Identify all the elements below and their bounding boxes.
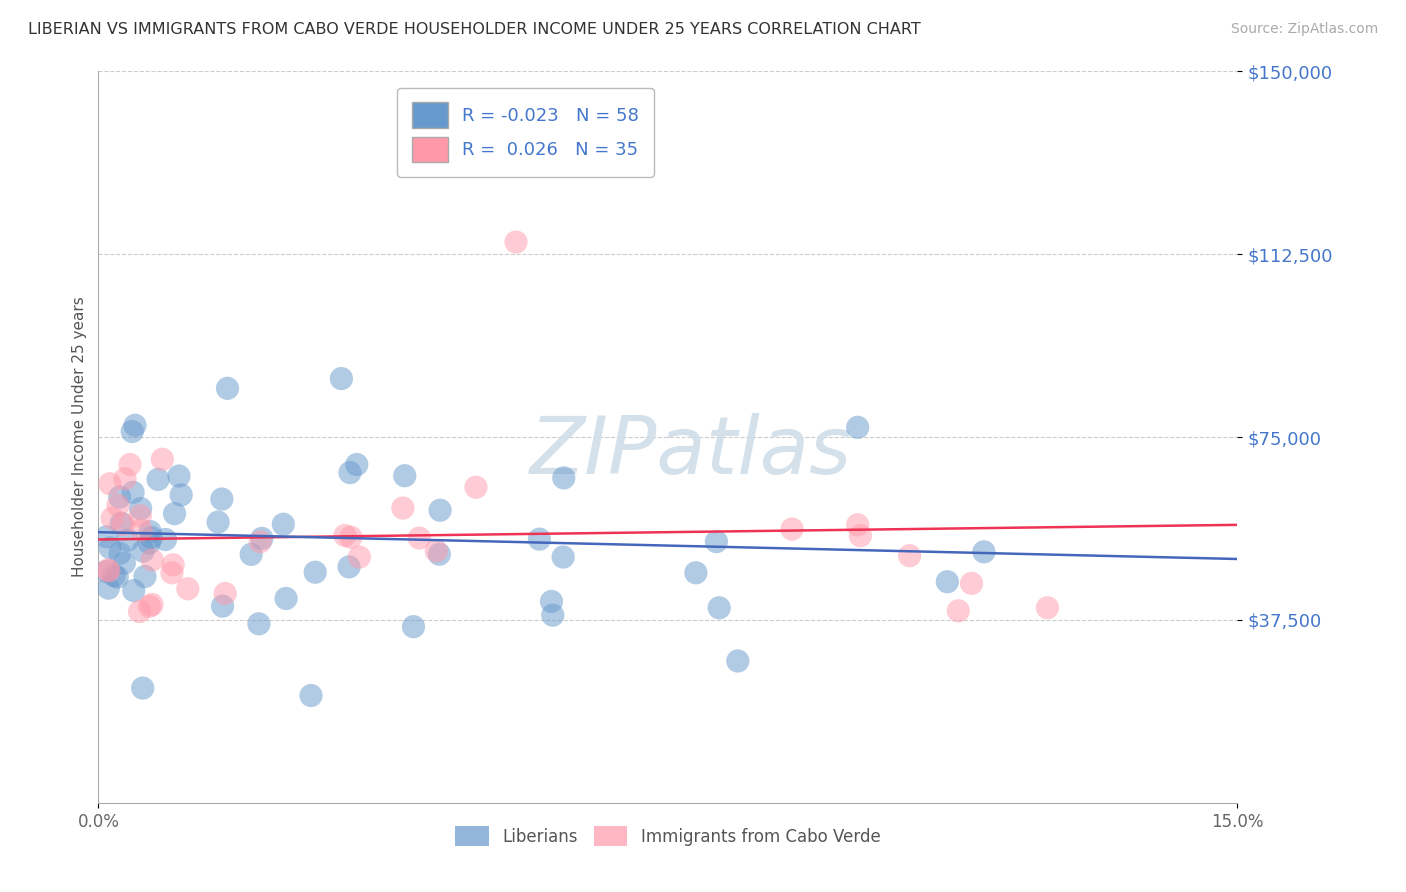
Point [96, 565, 118, 579]
Point [146, 472, 169, 486]
Point [163, 507, 186, 521]
Point [429, 503, 451, 517]
Point [846, 517, 869, 532]
Point [707, 600, 730, 615]
Point [122, 583, 145, 598]
Point [108, 490, 131, 504]
Point [114, 472, 136, 486]
Point [685, 566, 707, 580]
Point [129, 501, 152, 516]
Point [97, 563, 120, 577]
Point [97, 581, 120, 595]
Text: Source: ZipAtlas.com: Source: ZipAtlas.com [1230, 22, 1378, 37]
Point [425, 544, 447, 558]
Point [132, 544, 155, 558]
Point [846, 420, 869, 434]
Text: ZIPatlas: ZIPatlas [530, 413, 852, 491]
Point [131, 681, 153, 695]
Point [138, 599, 160, 614]
Point [155, 533, 177, 547]
Point [101, 511, 124, 525]
Point [247, 616, 270, 631]
Point [110, 516, 132, 531]
Point [849, 529, 872, 543]
Point [141, 531, 163, 545]
Point [349, 550, 371, 565]
Point [402, 620, 425, 634]
Point [408, 531, 430, 545]
Point [138, 536, 160, 550]
Point [346, 458, 368, 472]
Point [207, 515, 229, 529]
Point [150, 452, 173, 467]
Point [1036, 600, 1059, 615]
Point [936, 574, 959, 589]
Point [505, 235, 527, 249]
Point [128, 605, 150, 619]
Point [299, 689, 322, 703]
Point [333, 528, 356, 542]
Point [98, 476, 121, 491]
Point [129, 523, 152, 537]
Point [141, 598, 163, 612]
Point [541, 608, 564, 623]
Point [129, 508, 152, 523]
Point [727, 654, 749, 668]
Point [553, 471, 575, 485]
Point [141, 553, 163, 567]
Point [706, 534, 728, 549]
Point [118, 458, 141, 472]
Point [97, 564, 120, 578]
Point [249, 534, 271, 549]
Point [780, 522, 803, 536]
Point [392, 501, 415, 516]
Point [211, 599, 233, 613]
Point [96, 530, 118, 544]
Point [217, 381, 239, 395]
Point [167, 469, 190, 483]
Point [948, 604, 970, 618]
Point [117, 533, 139, 548]
Point [134, 569, 156, 583]
Point [529, 532, 551, 546]
Point [177, 582, 200, 596]
Text: LIBERIAN VS IMMIGRANTS FROM CABO VERDE HOUSEHOLDER INCOME UNDER 25 YEARS CORRELA: LIBERIAN VS IMMIGRANTS FROM CABO VERDE H… [28, 22, 921, 37]
Point [211, 491, 233, 506]
Point [122, 485, 145, 500]
Point [553, 549, 575, 564]
Point [112, 556, 135, 570]
Point [304, 566, 326, 580]
Point [105, 570, 128, 584]
Point [273, 517, 295, 532]
Point [160, 566, 183, 580]
Point [250, 532, 273, 546]
Point [214, 586, 236, 600]
Point [960, 576, 983, 591]
Point [240, 547, 263, 561]
Point [339, 466, 361, 480]
Point [274, 591, 297, 606]
Point [98, 541, 121, 555]
Point [337, 559, 360, 574]
Point [394, 468, 416, 483]
Y-axis label: Householder Income Under 25 years: Householder Income Under 25 years [72, 297, 87, 577]
Point [340, 530, 363, 544]
Point [124, 418, 146, 433]
Point [121, 425, 143, 439]
Legend: Liberians, Immigrants from Cabo Verde: Liberians, Immigrants from Cabo Verde [449, 820, 887, 853]
Point [330, 371, 353, 385]
Point [162, 558, 184, 572]
Point [139, 524, 162, 539]
Point [170, 488, 193, 502]
Point [898, 549, 921, 563]
Point [540, 594, 562, 608]
Point [112, 517, 135, 532]
Point [107, 499, 129, 513]
Point [973, 545, 995, 559]
Point [427, 547, 450, 561]
Point [108, 546, 131, 560]
Point [465, 480, 488, 494]
Point [103, 568, 125, 582]
